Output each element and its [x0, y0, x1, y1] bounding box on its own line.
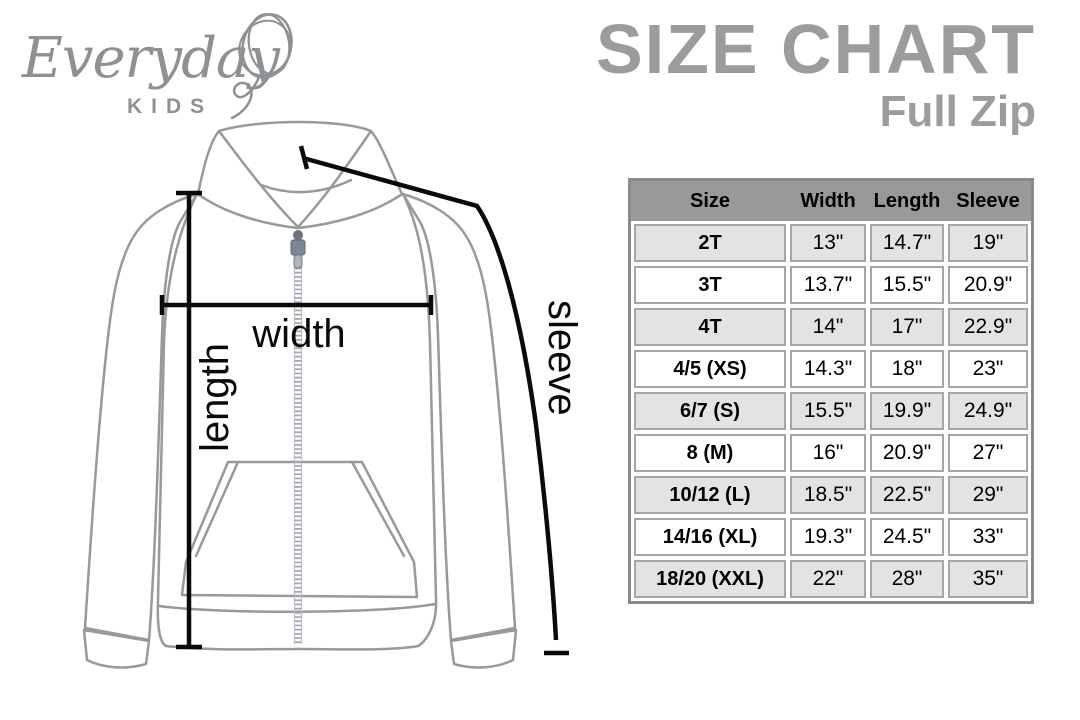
hood-fold-left: [217, 129, 300, 229]
value-cell: 17": [870, 308, 944, 346]
size-cell: 18/20 (XXL): [634, 560, 786, 598]
width-measure-line: [159, 295, 434, 315]
zipper: [290, 230, 306, 644]
pocket-seam-left: [194, 460, 240, 558]
value-cell: 24.5": [870, 518, 944, 556]
kids-wordmark: KIDS: [127, 95, 214, 118]
value-cell: 22.5": [870, 476, 944, 514]
size-table-header: Size Width Length Sleeve: [631, 181, 1031, 221]
value-cell: 15.5": [870, 266, 944, 304]
left-sleeve: [83, 192, 199, 642]
value-cell: 19.3": [790, 518, 866, 556]
value-cell: 33": [948, 518, 1028, 556]
value-cell: 22": [790, 560, 866, 598]
size-cell: 10/12 (L): [634, 476, 786, 514]
sleeve-label: sleeve: [540, 300, 584, 416]
size-cell: 3T: [634, 266, 786, 304]
brand-script-wordmark: Everyday: [22, 26, 280, 91]
value-cell: 13": [790, 224, 866, 262]
value-cell: 23": [948, 350, 1028, 388]
value-cell: 20.9": [948, 266, 1028, 304]
size-cell: 6/7 (S): [634, 392, 786, 430]
right-cuff: [449, 628, 518, 669]
value-cell: 20.9": [870, 434, 944, 472]
width-label: width: [251, 312, 345, 356]
value-cell: 35": [948, 560, 1028, 598]
page-subtitle: Full Zip: [879, 87, 1036, 137]
value-cell: 19": [948, 224, 1028, 262]
value-cell: 15.5": [790, 392, 866, 430]
size-table: Size Width Length Sleeve 2T 13" 14.7" 19" 3T 13.…: [628, 178, 1034, 604]
hoodie-body: [156, 192, 438, 651]
value-cell: 27": [948, 434, 1028, 472]
size-cell: 4T: [634, 308, 786, 346]
value-cell: 18.5": [790, 476, 866, 514]
size-cell: 2T: [634, 224, 786, 262]
balloon-doodle-icon: [230, 13, 293, 120]
value-cell: 18": [870, 350, 944, 388]
pocket-seam-right: [350, 460, 406, 558]
size-cell: 14/16 (XL): [634, 518, 786, 556]
value-cell: 13.7": [790, 266, 866, 304]
size-cell: 4/5 (XS): [634, 350, 786, 388]
column-header: Size: [689, 189, 731, 212]
hem-seam: [157, 602, 437, 614]
length-label: length: [193, 343, 237, 452]
pocket: [180, 460, 419, 599]
brand-logo: Everyday KIDS: [0, 0, 320, 140]
sleeve-measure-line: [298, 145, 569, 656]
right-sleeve: [401, 192, 517, 642]
zipper-stopper: [293, 230, 303, 240]
size-table-body: 2T 13" 14.7" 19" 3T 13.7" 15.5" 20.9" 4T 14" 17" 22…: [631, 221, 1031, 601]
column-header: Sleeve: [956, 189, 1020, 212]
value-cell: 14.7": [870, 224, 944, 262]
value-cell: 19.9": [870, 392, 944, 430]
value-cell: 14.3": [790, 350, 866, 388]
value-cell: 16": [790, 434, 866, 472]
hood-fold-right: [296, 129, 373, 229]
page-title: SIZE CHART: [596, 10, 1036, 88]
value-cell: 22.9": [948, 308, 1028, 346]
value-cell: 29": [948, 476, 1028, 514]
zipper-slider: [290, 239, 306, 256]
value-cell: 14": [790, 308, 866, 346]
zipper-pull-tab: [293, 254, 303, 269]
column-header: Width: [800, 189, 856, 212]
title-block: SIZE CHART Full Zip: [596, 10, 1036, 137]
value-cell: 24.9": [948, 392, 1028, 430]
value-cell: 28": [870, 560, 944, 598]
size-cell: 8 (M): [634, 434, 786, 472]
hood-opening: [259, 178, 353, 194]
column-header: Length: [873, 189, 941, 212]
left-cuff: [82, 628, 151, 669]
length-measure-line: [176, 190, 202, 650]
